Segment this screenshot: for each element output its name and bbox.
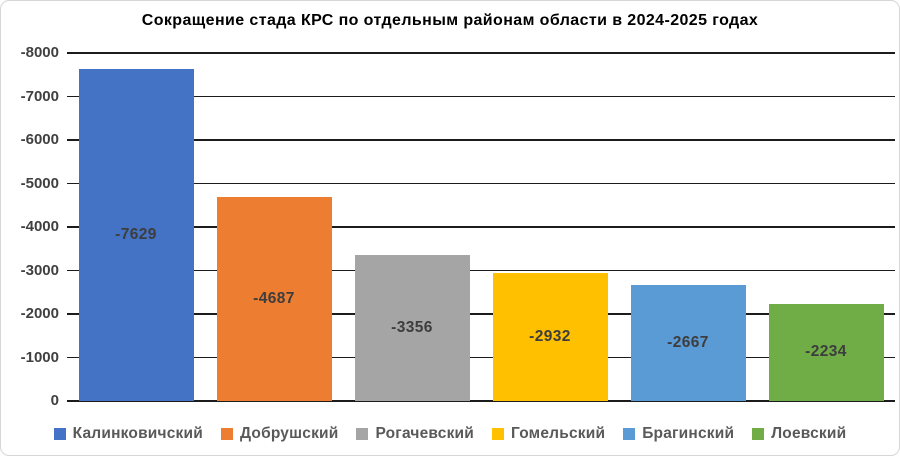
legend: Калинковичский Добрушский Рогачевский Гомел… (1, 418, 899, 450)
y-axis-tick-label: -2000 (20, 305, 59, 322)
legend-swatch-icon (623, 428, 636, 440)
bar-value-label: -3356 (391, 319, 433, 336)
gridline (67, 52, 895, 54)
bar-value-label: -2234 (805, 343, 847, 361)
gridline (67, 95, 895, 98)
y-axis-tick-label: -6000 (20, 131, 59, 148)
y-axis-tick-label: 0 (50, 392, 59, 409)
legend-item-Гомельский: Гомельский (492, 425, 605, 443)
legend-swatch-icon (356, 428, 369, 440)
bar-Брагинский: -2667 (630, 285, 746, 401)
gridline (67, 313, 895, 315)
y-axis-tick-label: -5000 (20, 174, 59, 192)
gridline (67, 182, 895, 185)
bar-value-label: -4687 (253, 290, 295, 308)
legend-label: Добрушский (239, 425, 339, 442)
bar-value-label: -7629 (115, 226, 157, 244)
bar-Рогачевский: -3356 (354, 255, 470, 401)
y-axis-tick-label: -3000 (20, 261, 59, 279)
legend-item-Рогачевский: Рогачевский (356, 425, 474, 443)
bar-value-label: -2667 (667, 334, 709, 351)
bar-Лоевский: -2234 (768, 303, 884, 401)
bar-value-label: -2932 (529, 328, 571, 346)
legend-label: Калинковичский (72, 425, 203, 442)
y-axis-tick-label: -7000 (20, 87, 59, 105)
gridline (67, 356, 895, 359)
legend-swatch-icon (53, 428, 66, 440)
y-axis-tick-label: -1000 (20, 348, 59, 366)
legend-item-Брагинский: Брагинский (623, 425, 734, 443)
legend-swatch-icon (492, 428, 504, 440)
bar-Калинковичский: -7629 (78, 69, 194, 401)
legend-item-Лоевский: Лоевский (752, 425, 846, 443)
legend-label: Брагинский (642, 425, 735, 442)
legend-label: Лоевский (771, 425, 847, 442)
gridline (67, 269, 895, 272)
legend-swatch-icon (752, 428, 765, 440)
legend-item-Добрушский: Добрушский (220, 425, 339, 443)
legend-swatch-icon (220, 428, 233, 440)
chart-title: Сокращение стада КРС по отдельным района… (141, 12, 759, 29)
legend-label: Рогачевский (375, 425, 474, 442)
plot-area: -7629 -4687 -3356 -2932 -2667 -2234 (67, 52, 895, 402)
gridline (67, 139, 895, 141)
y-axis: -8000 -7000 -6000 -5000 -4000 -3000 -2000 -1000… (1, 44, 59, 409)
bar-Добрушский: -4687 (216, 197, 332, 401)
y-axis-tick-label: -4000 (20, 218, 59, 235)
legend-item-Калинковичский: Калинковичский (53, 425, 203, 443)
bar-Гомельский: -2932 (492, 273, 608, 401)
y-axis-tick-label: -8000 (20, 44, 59, 61)
gridline (67, 226, 895, 228)
gridline (67, 400, 895, 402)
legend-label: Гомельский (511, 425, 606, 442)
